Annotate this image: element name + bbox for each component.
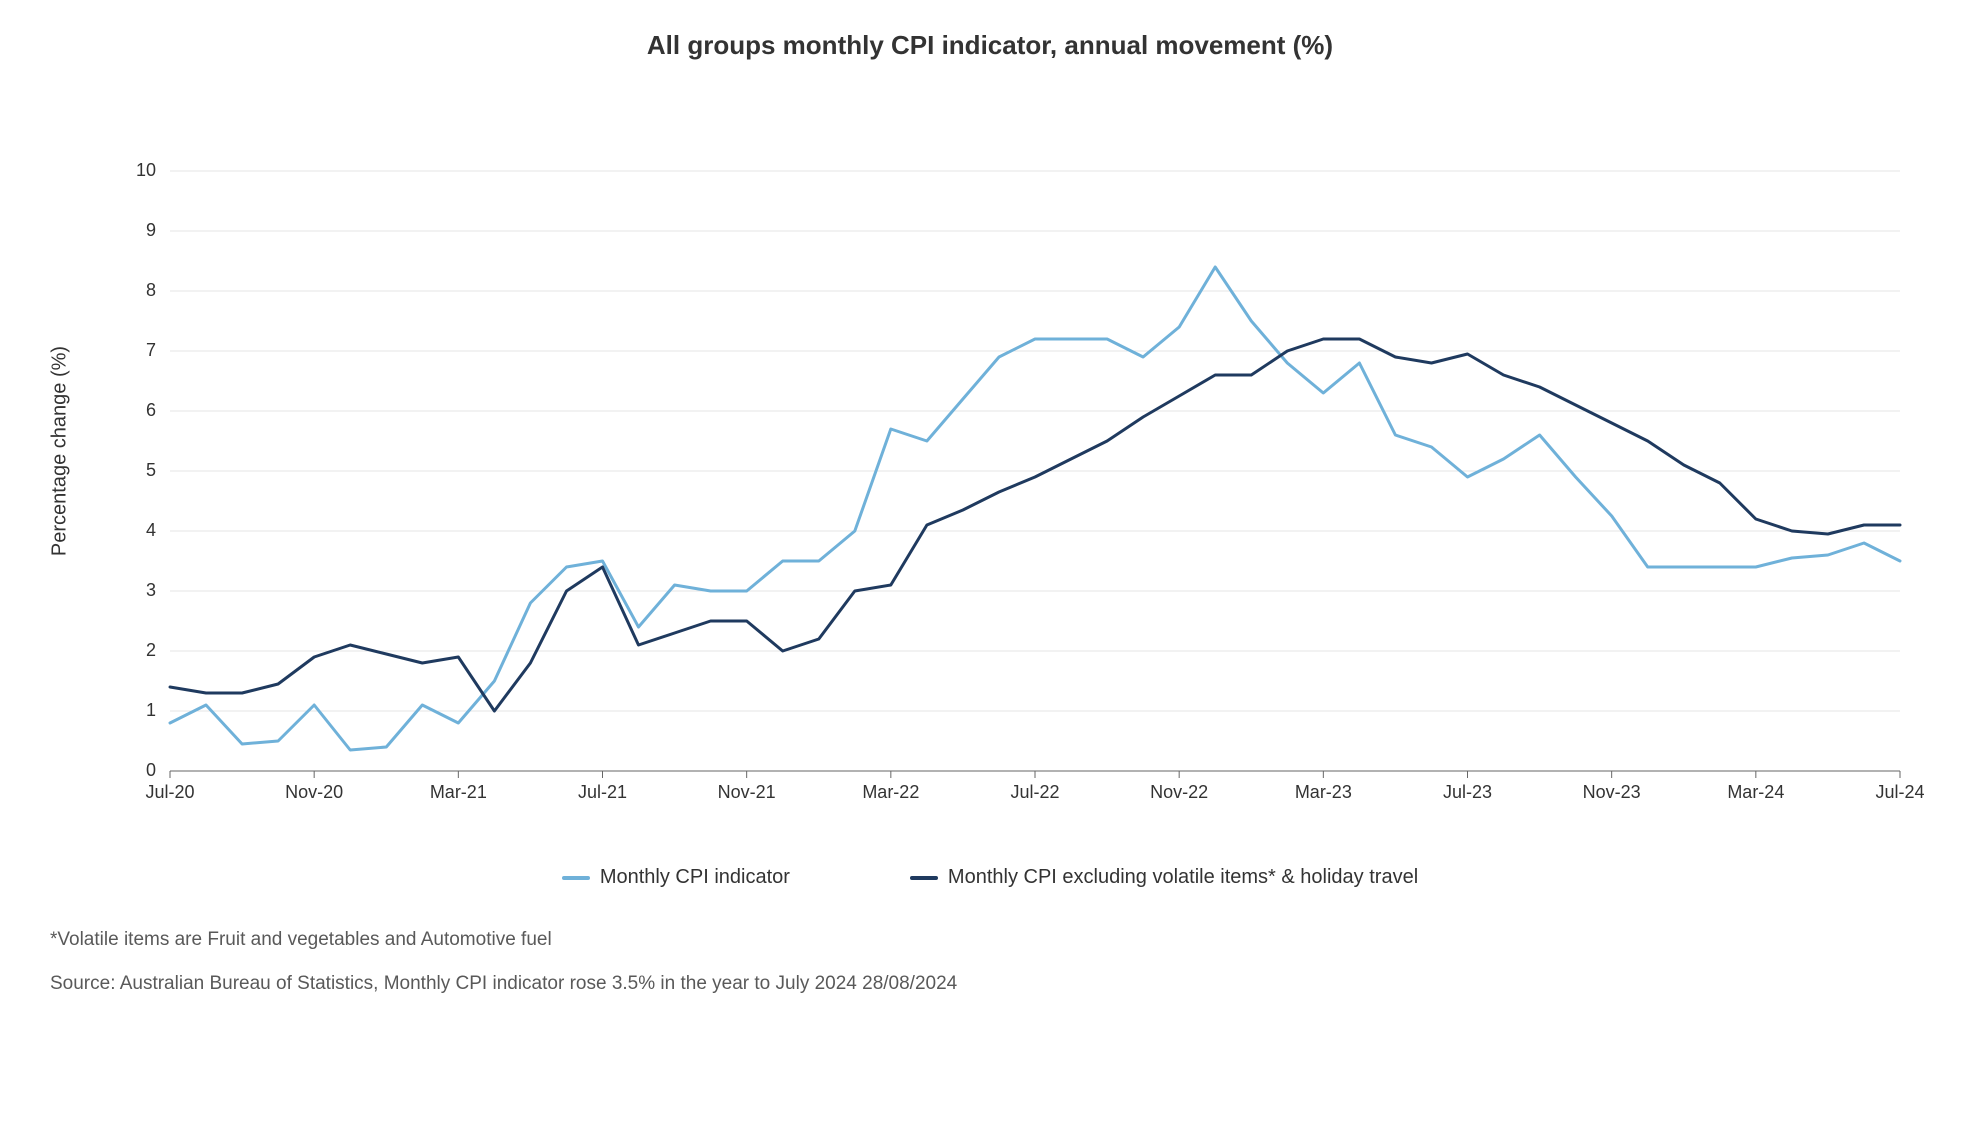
svg-text:Jul-24: Jul-24: [1875, 782, 1924, 802]
svg-text:Nov-21: Nov-21: [718, 782, 776, 802]
svg-text:4: 4: [146, 520, 156, 540]
svg-text:3: 3: [146, 580, 156, 600]
svg-text:Nov-23: Nov-23: [1583, 782, 1641, 802]
svg-text:Mar-24: Mar-24: [1727, 782, 1784, 802]
y-axis-label: Percentage change (%): [49, 346, 72, 556]
svg-text:9: 9: [146, 220, 156, 240]
chart-title: All groups monthly CPI indicator, annual…: [50, 30, 1930, 61]
legend-swatch: [562, 876, 590, 880]
chart-page: All groups monthly CPI indicator, annual…: [0, 0, 1980, 1140]
footnote: *Volatile items are Fruit and vegetables…: [50, 929, 1930, 951]
legend-label: Monthly CPI indicator: [600, 866, 790, 889]
svg-text:7: 7: [146, 340, 156, 360]
svg-text:5: 5: [146, 460, 156, 480]
svg-text:6: 6: [146, 400, 156, 420]
svg-text:Nov-20: Nov-20: [285, 782, 343, 802]
chart-area: Percentage change (%) 0 1 2 3 4 5 6 7 8 9 10 Jul-20…: [50, 71, 1930, 831]
legend-item: Monthly CPI indicator: [562, 866, 790, 889]
svg-text:0: 0: [146, 760, 156, 780]
legend: Monthly CPI indicator Monthly CPI excludi…: [50, 866, 1930, 889]
legend-item: Monthly CPI excluding volatile items* & …: [910, 866, 1418, 889]
svg-text:Jul-22: Jul-22: [1010, 782, 1059, 802]
svg-text:Mar-22: Mar-22: [862, 782, 919, 802]
legend-label: Monthly CPI excluding volatile items* & …: [948, 866, 1418, 889]
line-chart-svg: 0 1 2 3 4 5 6 7 8 9 10 Jul-20 Nov-20 Mar-21 Jul-21 Nov-…: [50, 71, 1930, 831]
svg-text:Mar-23: Mar-23: [1295, 782, 1352, 802]
source-line: Source: Australian Bureau of Statistics,…: [50, 973, 1930, 995]
svg-text:Jul-20: Jul-20: [145, 782, 194, 802]
svg-text:8: 8: [146, 280, 156, 300]
svg-text:1: 1: [146, 700, 156, 720]
svg-text:Mar-21: Mar-21: [430, 782, 487, 802]
svg-text:Jul-21: Jul-21: [578, 782, 627, 802]
legend-swatch: [910, 876, 938, 880]
svg-text:2: 2: [146, 640, 156, 660]
svg-text:10: 10: [136, 160, 156, 180]
svg-text:Nov-22: Nov-22: [1150, 782, 1208, 802]
svg-text:Jul-23: Jul-23: [1443, 782, 1492, 802]
